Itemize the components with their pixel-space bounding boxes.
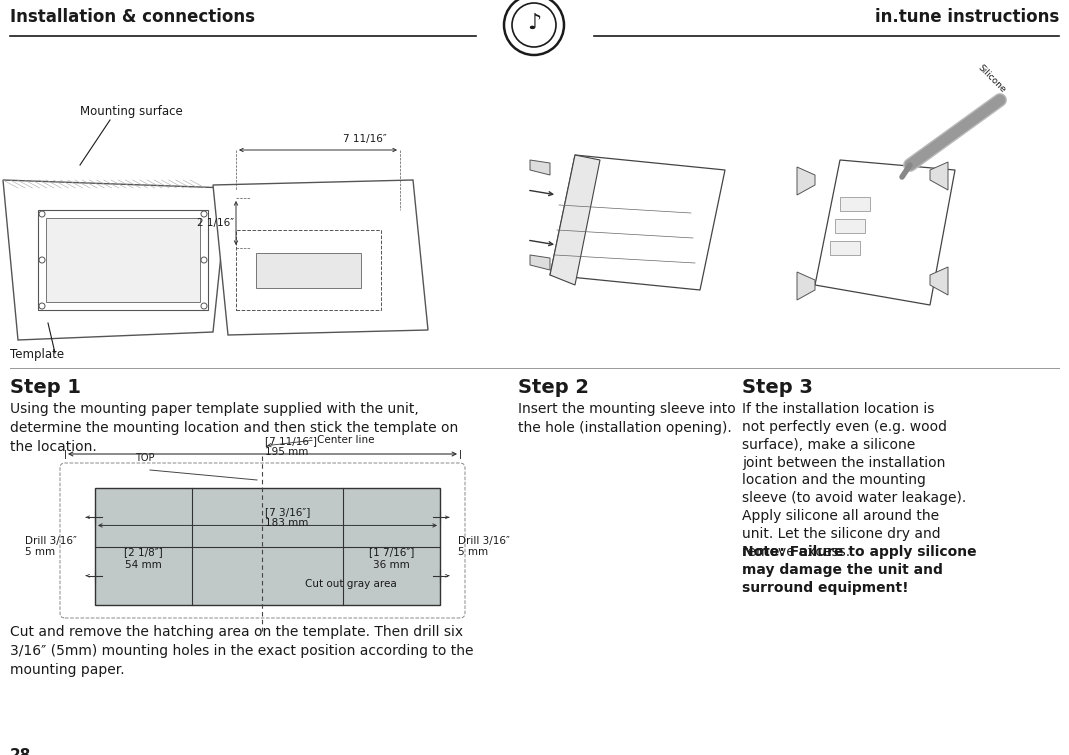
Polygon shape [797,167,815,195]
Text: Center line: Center line [317,435,374,445]
Text: Cut and remove the hatching area on the template. Then drill six
3/16″ (5mm) mou: Cut and remove the hatching area on the … [10,625,474,677]
Bar [38,210,208,310]
Text: [7 11/16″]: [7 11/16″] [265,436,317,446]
Bar [830,241,859,255]
Text: If the installation location is
not perfectly even (e.g. wood
surface), make a s: If the installation location is not perf… [742,402,966,559]
Text: in.tune instructions: in.tune instructions [874,8,1059,26]
Text: Mounting surface: Mounting surface [80,105,183,118]
Text: 2 1/16″: 2 1/16″ [197,218,234,228]
Text: 7 11/16″: 7 11/16″ [343,134,387,144]
Text: 195 mm: 195 mm [265,447,308,457]
Polygon shape [549,155,600,285]
Text: Cut out gray area: Cut out gray area [305,579,397,589]
Bar [46,218,200,302]
Polygon shape [3,180,228,340]
Text: Drill 3/16″
5 mm: Drill 3/16″ 5 mm [26,536,77,557]
Bar [255,253,361,288]
Text: 54 mm: 54 mm [125,559,161,569]
Text: 28: 28 [10,748,31,755]
Polygon shape [213,180,428,335]
Text: Template: Template [10,348,64,361]
Bar [840,197,870,211]
Text: [1 7/16″]: [1 7/16″] [369,547,415,557]
Text: Silicone: Silicone [976,63,1008,95]
Text: 36 mm: 36 mm [373,559,410,569]
Text: Insert the mounting sleeve into
the hole (installation opening).: Insert the mounting sleeve into the hole… [518,402,735,435]
Text: Using the mounting paper template supplied with the unit,
determine the mounting: Using the mounting paper template suppli… [10,402,459,454]
Text: Step 1: Step 1 [10,378,81,397]
Text: Note: Failure to apply silicone
may damage the unit and
surround equipment!: Note: Failure to apply silicone may dama… [742,545,977,595]
Text: ♪: ♪ [527,13,541,33]
Text: Drill 3/16″
5 mm: Drill 3/16″ 5 mm [458,536,510,557]
Polygon shape [815,160,955,305]
Polygon shape [530,255,549,270]
Bar [95,488,440,605]
Text: Installation & connections: Installation & connections [10,8,255,26]
Text: TOP: TOP [136,453,155,463]
Polygon shape [797,272,815,300]
Polygon shape [930,162,948,190]
Bar [835,219,865,233]
FancyBboxPatch shape [60,463,465,618]
Text: [2 1/8″]: [2 1/8″] [124,547,162,557]
Polygon shape [549,155,725,290]
Polygon shape [930,267,948,295]
Polygon shape [530,160,549,175]
Bar [236,230,381,310]
Text: [7 3/16″]: [7 3/16″] [265,507,310,517]
Text: Step 2: Step 2 [518,378,589,397]
Text: Step 3: Step 3 [742,378,812,397]
Text: 183 mm: 183 mm [265,519,308,528]
